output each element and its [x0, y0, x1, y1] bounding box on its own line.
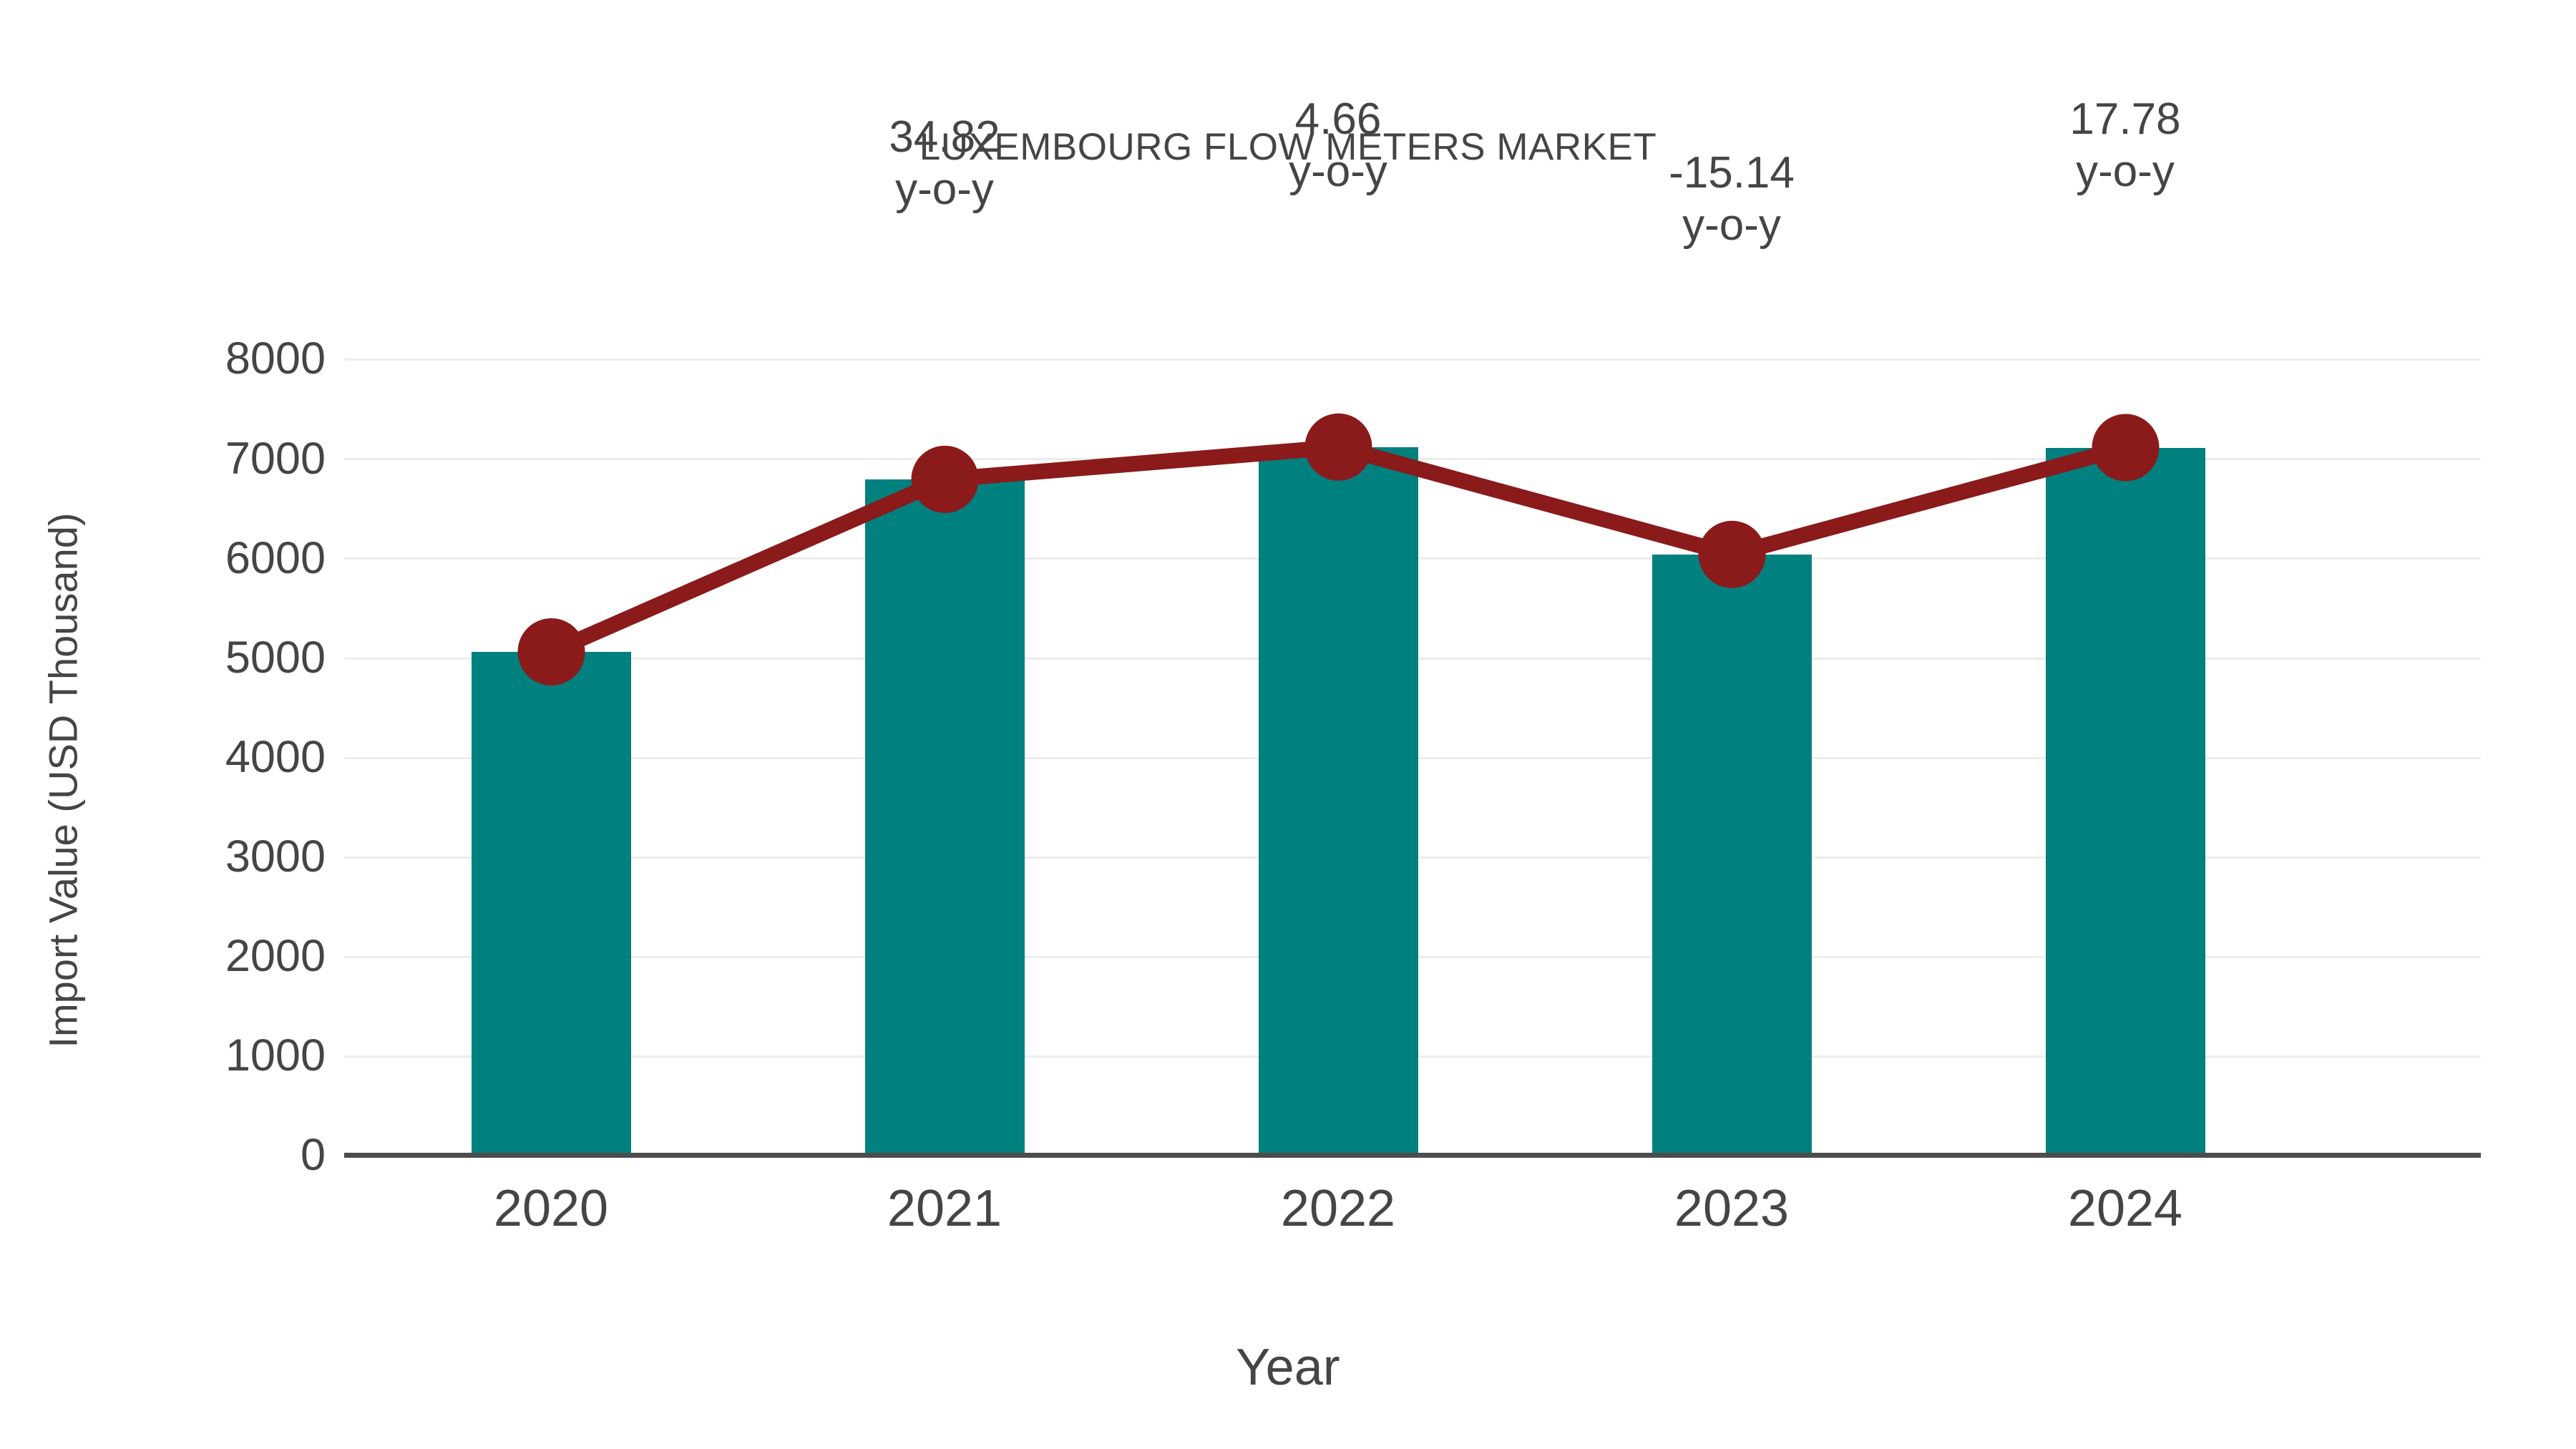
bar-2020[interactable]	[472, 652, 631, 1155]
y-tick-label-7000: 7000	[225, 434, 326, 484]
annotation-2023: -15.14 y-o-y	[1546, 147, 1918, 251]
bar-2021[interactable]	[865, 479, 1025, 1155]
annotation-2024-label: y-o-y	[2076, 147, 2175, 197]
annotation-2024: 17.78 y-o-y	[1939, 93, 2311, 197]
annotation-2022-value: 4.66	[1294, 94, 1382, 144]
y-tick-label-2000: 2000	[225, 931, 326, 981]
x-tick-label-2020: 2020	[493, 1180, 609, 1237]
y-tick-label-3000: 3000	[225, 831, 326, 882]
annotation-2023-value: -15.14	[1669, 148, 1795, 197]
bar-2024[interactable]	[2046, 447, 2205, 1155]
plot-area	[344, 358, 2481, 1155]
x-tick-label-2022: 2022	[1280, 1180, 1396, 1237]
gridline-8000	[344, 358, 2481, 361]
x-axis-line	[344, 1153, 2481, 1158]
y-tick-label-8000: 8000	[225, 333, 326, 384]
annotation-2024-value: 17.78	[2069, 94, 2181, 144]
annotation-2022-label: y-o-y	[1289, 147, 1387, 197]
annotation-2022: 4.66 y-o-y	[1152, 93, 1524, 197]
y-tick-label-0: 0	[300, 1130, 326, 1180]
y-tick-label-1000: 1000	[225, 1030, 326, 1080]
y-axis-title: Import Value (USD Thousand)	[40, 512, 86, 1048]
x-tick-label-2024: 2024	[2067, 1180, 2183, 1237]
annotation-2021-value: 34.82	[889, 112, 1000, 162]
annotation-2021: 34.82 y-o-y	[758, 111, 1131, 215]
y-tick-label-6000: 6000	[225, 533, 326, 583]
chart-title: LUXEMBOURG FLOW METERS MARKET	[919, 126, 1657, 168]
y-tick-label-4000: 4000	[225, 732, 326, 782]
annotation-2021-label: y-o-y	[895, 165, 994, 215]
x-axis-title: Year	[1236, 1339, 1340, 1396]
bar-2023[interactable]	[1652, 554, 1812, 1155]
x-tick-label-2021: 2021	[887, 1180, 1002, 1237]
annotation-2023-label: y-o-y	[1682, 200, 1781, 250]
x-tick-label-2023: 2023	[1674, 1180, 1790, 1237]
bar-2022[interactable]	[1259, 447, 1418, 1155]
y-tick-label-5000: 5000	[225, 633, 326, 683]
